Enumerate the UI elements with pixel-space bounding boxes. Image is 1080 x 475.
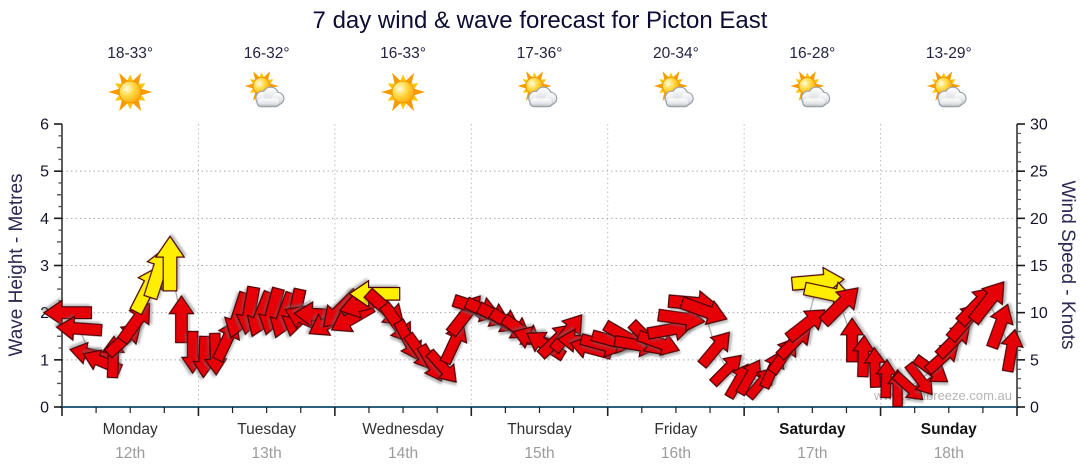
day-date-label: 16th: [661, 445, 691, 462]
sun-ray: [258, 72, 265, 79]
sun-disc: [118, 80, 142, 104]
sun-ray: [126, 74, 134, 83]
sun-ray: [940, 72, 947, 79]
day-name-label: Sunday: [921, 421, 977, 438]
wind-arrow: [985, 303, 1014, 351]
left-tick-label: 1: [40, 352, 49, 369]
day-date-label: 12th: [115, 445, 145, 462]
partly-cloudy-icon: [517, 71, 558, 108]
day-name-label: Monday: [103, 421, 158, 438]
temperature-range-label: 16-32°: [244, 45, 290, 62]
cloud-body: [938, 87, 966, 106]
wind-arrow: [863, 346, 887, 388]
sun-ray: [126, 101, 134, 110]
sun-ray: [412, 88, 426, 96]
temperature-range-label: 18-33°: [107, 45, 153, 62]
wind-arrow: [55, 315, 103, 342]
axes: 0123456051015202530: [40, 117, 1048, 417]
wind-arrow: [891, 370, 924, 401]
sunny-icon: [108, 72, 153, 112]
right-tick-label: 10: [1030, 305, 1048, 322]
partly-cloudy-icon: [926, 71, 967, 108]
cloud-body: [529, 87, 557, 106]
partly-cloudy-icon: [244, 71, 285, 108]
wind-arrow: [439, 322, 468, 366]
gridlines: [62, 124, 1017, 407]
sun-ray: [517, 83, 528, 89]
sun-ray: [926, 83, 937, 89]
wind-arrow: [1000, 328, 1024, 373]
weather-icons: [108, 71, 967, 112]
right-tick-label: 20: [1030, 211, 1048, 228]
sun-ray: [531, 72, 538, 79]
sunny-icon: [381, 72, 426, 112]
wind-arrow: [839, 317, 865, 363]
right-tick-label: 15: [1030, 258, 1048, 275]
wind-arrow: [635, 329, 681, 357]
wind-arrow: [697, 331, 731, 369]
day-date-label: 17th: [797, 445, 827, 462]
day-name-label: Wednesday: [362, 421, 444, 438]
day-date-label: 13th: [252, 445, 282, 462]
partly-cloudy-icon: [790, 71, 831, 108]
wind-arrow: [818, 287, 859, 328]
sun-ray: [244, 83, 255, 89]
sun-ray: [804, 72, 811, 79]
sun-ray: [139, 88, 153, 96]
right-tick-label: 5: [1030, 352, 1039, 369]
sun-ray: [790, 83, 801, 89]
day-date-label: 15th: [524, 445, 554, 462]
left-tick-label: 4: [40, 211, 49, 228]
wind-arrow: [154, 235, 186, 292]
left-tick-label: 5: [40, 164, 49, 181]
day-and-temp-labels: Monday 12th 18-33° Tuesday 13th 16-32° Wednesd…: [103, 45, 978, 462]
temperature-range-label: 16-28°: [789, 45, 835, 62]
day-name-label: Thursday: [507, 421, 572, 438]
day-name-label: Saturday: [779, 421, 846, 438]
right-tick-label: 25: [1030, 164, 1048, 181]
cloud-body: [256, 87, 284, 106]
wind-arrows: [42, 235, 1024, 408]
sun-ray: [381, 88, 394, 96]
temperature-range-label: 16-33°: [380, 45, 426, 62]
day-date-label: 18th: [934, 445, 964, 462]
right-tick-label: 30: [1030, 117, 1048, 134]
wind-arrow: [851, 334, 876, 378]
wind-arrow: [904, 360, 933, 396]
temperature-range-label: 17-36°: [517, 45, 563, 62]
right-axis-title: Wind Speed - Knots: [1057, 181, 1078, 350]
temperature-range-label: 13-29°: [926, 45, 972, 62]
temperature-range-label: 20-34°: [653, 45, 699, 62]
day-name-label: Tuesday: [237, 421, 296, 438]
day-date-label: 14th: [388, 445, 418, 462]
wind-arrow: [875, 358, 898, 399]
left-tick-label: 3: [40, 258, 49, 275]
wind-arrow: [679, 296, 728, 326]
sun-ray: [399, 101, 407, 110]
wind-arrow: [42, 299, 93, 327]
sun-ray: [399, 74, 407, 83]
sun-ray: [108, 88, 121, 96]
left-tick-label: 0: [40, 400, 49, 417]
cloud-body: [802, 87, 829, 106]
wind-arrow: [967, 281, 1005, 326]
partly-cloudy-icon: [653, 71, 694, 108]
sun-ray: [653, 83, 664, 89]
chart-title: 7 day wind & wave forecast for Picton Ea…: [313, 7, 768, 34]
left-axis-title: Wave Height - Metres: [6, 173, 27, 356]
left-tick-label: 6: [40, 117, 49, 134]
day-name-label: Friday: [654, 421, 697, 438]
right-tick-label: 0: [1030, 400, 1039, 417]
wind-arrow: [425, 348, 457, 383]
sun-disc: [391, 80, 415, 104]
cloud-body: [665, 87, 693, 106]
wind-arrow: [708, 354, 742, 388]
sun-ray: [668, 72, 674, 79]
